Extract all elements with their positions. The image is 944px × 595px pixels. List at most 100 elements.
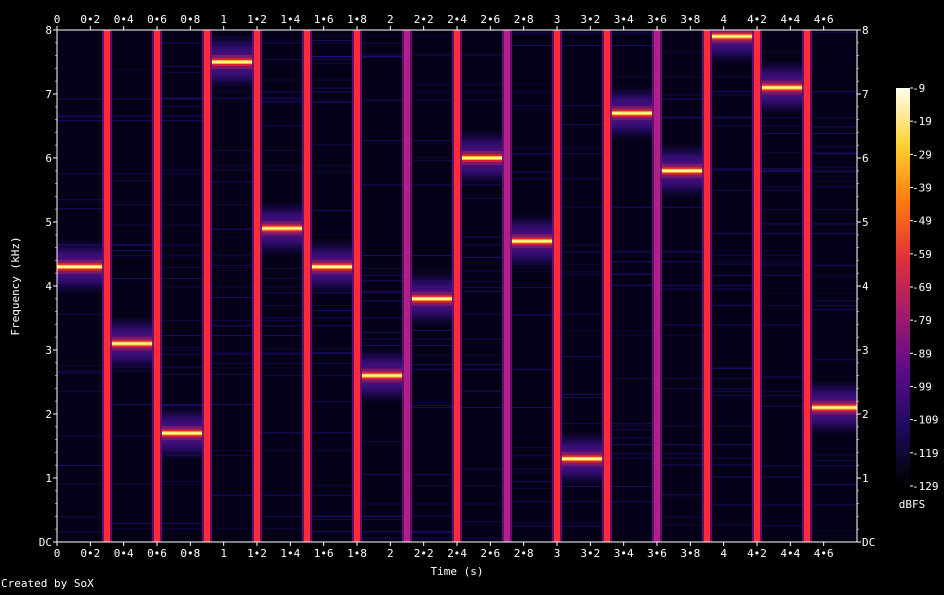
colorbar-tick-label: -109 [912, 414, 939, 427]
colorbar-tick-label: -99 [912, 381, 932, 394]
x-tick-label-top: 3•4 [614, 13, 634, 26]
x-tick-label-bottom: 3 [554, 547, 561, 560]
colorbar-gradient [896, 88, 910, 486]
x-tick-label-bottom: 2•2 [414, 547, 434, 560]
x-tick-label-bottom: 2•8 [514, 547, 534, 560]
tone-segment-13 [657, 142, 707, 199]
tone-segment-4 [207, 34, 257, 90]
x-tick-label-top: 4 [720, 13, 727, 26]
tone-segment-11 [557, 430, 607, 487]
x-tick-label-top: 1•6 [314, 13, 334, 26]
x-tick-label-top: 4•2 [747, 13, 767, 26]
x-tick-label-top: 1•4 [280, 13, 300, 26]
colorbar-tick-label: -39 [912, 182, 932, 195]
y-tick-label-left: 4 [45, 280, 52, 293]
x-tick-label-bottom: 0•6 [147, 547, 167, 560]
x-tick-label-bottom: 0 [54, 547, 61, 560]
tone-segment-2 [107, 315, 157, 372]
colorbar-tick-label: -29 [912, 148, 932, 161]
y-tick-label-left: DC [39, 536, 52, 549]
y-tick-label-right: 8 [862, 24, 869, 37]
tone-segment-7 [357, 347, 407, 404]
y-tick-label-left: 6 [45, 152, 52, 165]
tone-segment-1 [57, 238, 107, 295]
x-tick-label-top: 4•6 [814, 13, 834, 26]
colorbar-tick-label: -119 [912, 447, 939, 460]
x-tick-label-top: 1•2 [247, 13, 267, 26]
tone-segment-9 [457, 130, 507, 186]
x-tick-label-bottom: 3•6 [647, 547, 667, 560]
x-tick-label-top: 0•2 [80, 13, 100, 26]
colorbar-tick-label: -129 [912, 480, 939, 493]
x-tick-label-top: 1•8 [347, 13, 367, 26]
x-tick-label-top: 3•6 [647, 13, 667, 26]
tone-segment-6 [307, 238, 357, 295]
colorbar-unit-label: dBFS [899, 498, 926, 511]
x-tick-label-top: 2•2 [414, 13, 434, 26]
y-tick-label-right: 5 [862, 216, 869, 229]
y-tick-label-left: 2 [45, 408, 52, 421]
x-tick-label-top: 2 [387, 13, 394, 26]
y-tick-label-left: 3 [45, 344, 52, 357]
x-tick-label-top: 0 [54, 13, 61, 26]
colorbar-tick-label: -89 [912, 347, 932, 360]
colorbar-tick-label: -69 [912, 281, 932, 294]
colorbar-tick-label: -59 [912, 248, 932, 261]
y-tick-label-left: 1 [45, 472, 52, 485]
y-tick-label-right: 7 [862, 88, 869, 101]
y-tick-label-left: 8 [45, 24, 52, 37]
x-tick-label-bottom: 2•4 [447, 547, 467, 560]
colorbar: -9 -19 -29 -39 -49 -59 -69 -79 -89 -99 -109 -119 -12… [896, 82, 939, 493]
y-tick-label-left: 7 [45, 88, 52, 101]
y-tick-label-right: 1 [862, 472, 869, 485]
y-tick-label-right: 6 [862, 152, 869, 165]
x-tick-label-bottom: 1•4 [280, 547, 300, 560]
x-tick-label-bottom: 4 [720, 547, 727, 560]
x-tick-label-bottom: 2 [387, 547, 394, 560]
tone-segment-10 [507, 213, 557, 270]
x-axis-label: Time (s) [431, 565, 484, 578]
x-tick-label-top: 3 [554, 13, 561, 26]
x-tick-label-bottom: 0•4 [114, 547, 134, 560]
x-tick-label-bottom: 2•6 [480, 547, 500, 560]
colorbar-tick-label: -19 [912, 115, 932, 128]
colorbar-tick-label: -49 [912, 215, 932, 228]
x-tick-label-top: 2•8 [514, 13, 534, 26]
x-tick-label-top: 2•6 [480, 13, 500, 26]
x-tick-label-bottom: 3•8 [680, 547, 700, 560]
x-tick-label-bottom: 4•4 [780, 547, 800, 560]
axes: 0 0 0•2 0•2 0•4 0•4 0•6 0•6 0•8 0•8 1 1 1•2 1•2 1•4 1•4… [39, 13, 876, 560]
tone-segment-5 [257, 200, 307, 257]
x-tick-label-top: 2•4 [447, 13, 467, 26]
tone-segment-3 [157, 405, 207, 462]
x-tick-label-bottom: 1 [220, 547, 227, 560]
colorbar-tick-label: -9 [912, 82, 925, 95]
x-tick-label-bottom: 0•8 [180, 547, 200, 560]
x-tick-label-top: 0•6 [147, 13, 167, 26]
x-tick-label-bottom: 1•2 [247, 547, 267, 560]
y-tick-label-right: 2 [862, 408, 869, 421]
y-tick-label-right: DC [862, 536, 875, 549]
x-tick-label-bottom: 1•6 [314, 547, 334, 560]
tone-segment-12 [607, 85, 657, 142]
tone-segment-16 [807, 379, 857, 436]
x-tick-label-top: 1 [220, 13, 227, 26]
tone-segment-15 [757, 59, 807, 116]
y-tick-label-right: 3 [862, 344, 869, 357]
plot-area [57, 30, 857, 542]
x-tick-label-top: 4•4 [780, 13, 800, 26]
tone-segment-14 [707, 30, 757, 65]
x-tick-label-top: 3•2 [580, 13, 600, 26]
x-tick-label-bottom: 4•6 [814, 547, 834, 560]
x-tick-label-bottom: 1•8 [347, 547, 367, 560]
x-tick-label-bottom: 3•4 [614, 547, 634, 560]
x-tick-label-top: 0•4 [114, 13, 134, 26]
x-tick-label-bottom: 3•2 [580, 547, 600, 560]
x-tick-label-top: 3•8 [680, 13, 700, 26]
transients [102, 30, 812, 542]
y-axis-label: Frequency (kHz) [9, 236, 22, 335]
x-tick-label-bottom: 4•2 [747, 547, 767, 560]
footer-credit: Created by SoX [1, 577, 94, 590]
x-tick-label-bottom: 0•2 [80, 547, 100, 560]
